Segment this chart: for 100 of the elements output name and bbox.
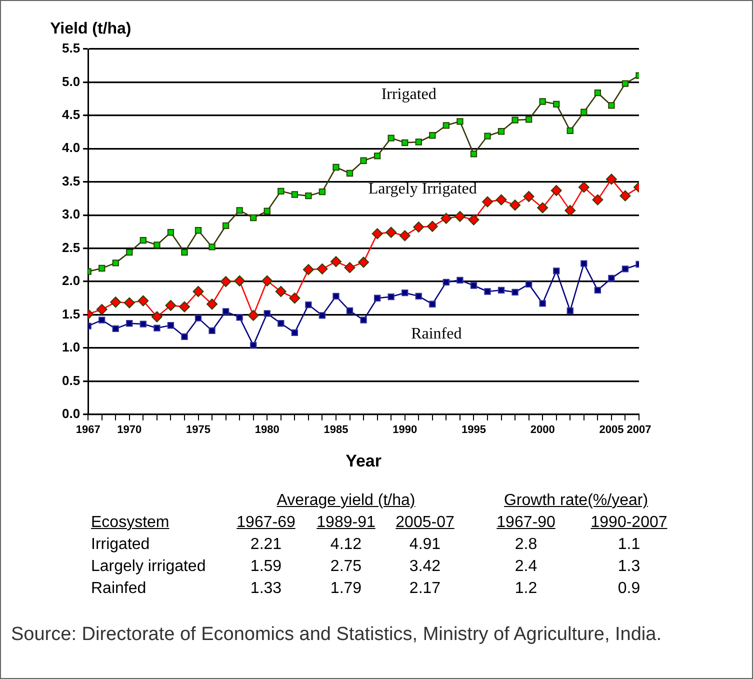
point	[374, 152, 381, 160]
point	[539, 300, 546, 307]
point	[442, 122, 450, 129]
point	[484, 132, 491, 140]
point	[358, 256, 370, 268]
y-tick-label: 1.0	[62, 340, 80, 355]
point	[181, 333, 188, 340]
point	[302, 264, 314, 276]
text: 2.17	[409, 580, 441, 598]
point	[275, 286, 286, 297]
text: 1.33	[250, 580, 282, 598]
point	[291, 329, 298, 336]
x-tick-label: 1980	[254, 424, 280, 436]
point	[413, 222, 424, 233]
y-axis-title: Yield (t/ha)	[50, 20, 132, 38]
text: 1.1	[618, 536, 640, 554]
x-tick-label: 2005	[599, 424, 624, 436]
text: 3.42	[409, 558, 441, 576]
point	[580, 108, 588, 116]
point	[208, 327, 216, 334]
series-label: Largely Irrigated	[368, 180, 477, 198]
point	[126, 248, 133, 256]
point	[289, 292, 300, 304]
point	[346, 170, 354, 177]
point	[154, 324, 160, 332]
point	[388, 293, 394, 300]
text: 2.4	[514, 558, 538, 576]
text: 1967-69	[236, 514, 296, 532]
y-tick-label: 3.0	[62, 206, 80, 222]
point	[564, 204, 576, 216]
point	[510, 200, 521, 211]
y-tick-label: 0.0	[62, 406, 80, 421]
y-tick-label: 3.5	[62, 173, 80, 188]
point	[124, 297, 135, 308]
point	[539, 98, 546, 105]
point	[291, 191, 298, 198]
text: Average yield (t/ha)	[276, 492, 416, 510]
point	[429, 300, 436, 308]
point	[332, 292, 340, 300]
text: 2005-07	[396, 514, 454, 532]
point	[498, 128, 505, 135]
point	[498, 286, 505, 294]
point	[318, 312, 326, 319]
point	[110, 296, 122, 308]
point	[112, 260, 119, 266]
point	[112, 325, 119, 332]
point	[206, 298, 218, 310]
point	[388, 134, 394, 142]
point	[525, 280, 532, 288]
point	[96, 304, 108, 315]
x-tick-label: 1967	[76, 424, 100, 436]
series-label: Rainfed	[411, 325, 462, 342]
point	[550, 185, 562, 196]
point	[525, 116, 532, 123]
y-tick-label: 5.0	[62, 74, 80, 89]
text: 1.3	[618, 558, 640, 576]
point	[278, 320, 284, 327]
point	[140, 237, 146, 244]
x-tick-label: 2007	[626, 424, 652, 436]
point	[523, 190, 534, 202]
point	[512, 288, 518, 296]
point	[222, 222, 230, 230]
point	[608, 274, 615, 282]
point	[429, 132, 436, 139]
x-tick-label: 1970	[117, 424, 142, 436]
text: Rainfed	[91, 580, 146, 598]
point	[316, 263, 328, 274]
series-label: Irrigated	[381, 86, 436, 103]
point	[468, 214, 480, 226]
text: Largely irrigated	[91, 558, 206, 576]
point	[192, 286, 204, 297]
source-note: Source: Directorate of Economics and Statistics, Ministry of Agriculture, India.	[11, 623, 662, 646]
point	[620, 190, 631, 202]
point	[305, 301, 312, 308]
point	[594, 90, 602, 96]
point	[346, 307, 354, 314]
point	[512, 116, 518, 124]
y-tick-label: 4.0	[62, 140, 80, 156]
point	[402, 289, 408, 296]
text: 4.12	[330, 536, 362, 554]
y-tick-label: 1.5	[62, 306, 80, 322]
point	[622, 80, 629, 87]
point	[98, 264, 106, 272]
text: 2.75	[330, 558, 362, 576]
text: 1.79	[330, 580, 362, 598]
point	[181, 248, 188, 256]
point	[264, 310, 270, 317]
text: Growth rate(%/year)	[504, 492, 648, 510]
point	[592, 194, 604, 206]
point	[553, 100, 560, 108]
point	[456, 276, 464, 284]
point	[220, 276, 232, 288]
point	[154, 242, 160, 248]
text: 1989-91	[316, 514, 376, 532]
text: Ecosystem	[91, 514, 170, 532]
point	[594, 286, 602, 294]
point	[537, 202, 548, 214]
text: 1.2	[514, 580, 538, 598]
point	[622, 266, 629, 272]
point	[402, 139, 408, 146]
